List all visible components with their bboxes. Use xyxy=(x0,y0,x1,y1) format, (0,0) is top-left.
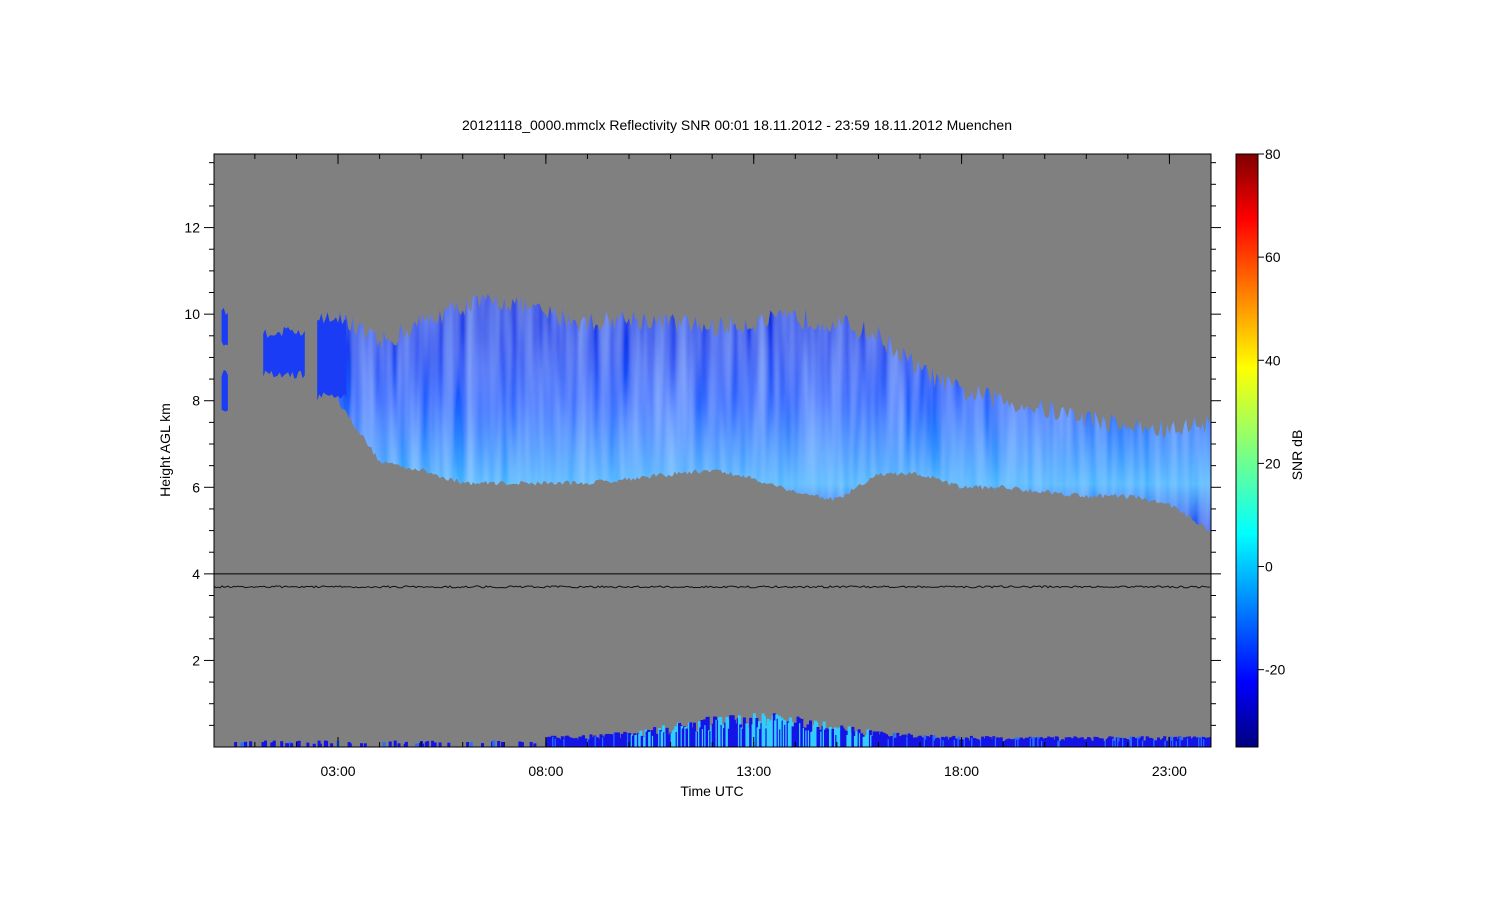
echo-speck xyxy=(297,740,301,747)
echo-speck xyxy=(447,742,451,747)
x-tick-label: 13:00 xyxy=(736,763,771,779)
colorbar xyxy=(1235,153,1259,748)
echo-speck xyxy=(421,743,425,747)
colorbar-tick-label: 20 xyxy=(1265,455,1281,471)
y-tick-label: 10 xyxy=(184,306,200,322)
echo-speck xyxy=(433,742,437,747)
y-tick-label: 6 xyxy=(192,479,200,495)
echo-speck xyxy=(520,742,524,747)
echo-speck xyxy=(397,743,401,747)
colorbar-tick-label: 40 xyxy=(1265,352,1281,368)
echo-speck xyxy=(261,742,265,747)
echo-speck xyxy=(431,740,435,747)
cloud-fragment xyxy=(221,370,228,412)
echo-speck xyxy=(290,743,294,747)
echo-speck xyxy=(497,741,501,747)
echo-speck xyxy=(363,743,367,747)
echo-speck xyxy=(404,741,408,747)
colorbar-tick-label: 60 xyxy=(1265,249,1281,265)
cloud-fragment xyxy=(263,326,305,379)
plot-area xyxy=(214,294,1211,747)
echo-speck xyxy=(360,743,363,747)
echo-speck xyxy=(306,742,310,747)
echo-speck xyxy=(348,743,352,747)
echo-speck xyxy=(533,743,537,747)
echo-speck xyxy=(249,741,253,747)
surface-echo xyxy=(234,713,1211,747)
echo-speck xyxy=(393,740,397,747)
echo-speck xyxy=(240,742,244,747)
y-tick-label: 4 xyxy=(192,566,200,582)
x-tick-label: 23:00 xyxy=(1152,763,1187,779)
x-axis-ticks: 03:00 08:00 13:00 18:00 23:00 xyxy=(254,154,1187,779)
colorbar-ticks: -20 0 20 40 60 80 xyxy=(1258,146,1285,678)
echo-speck xyxy=(466,742,470,747)
x-tick-label: 08:00 xyxy=(528,763,563,779)
echo-speck xyxy=(414,743,418,747)
y-axis-label: Height AGL km xyxy=(157,403,173,497)
x-axis-label: Time UTC xyxy=(680,783,743,799)
y-tick-label: 2 xyxy=(192,652,200,668)
echo-speck xyxy=(312,743,316,747)
echo-speck xyxy=(469,742,473,747)
colorbar-tick-label: 80 xyxy=(1265,146,1281,162)
echo-speck xyxy=(388,741,392,747)
colorbar-tick-label: 0 xyxy=(1265,559,1273,575)
echo-speck xyxy=(426,741,430,747)
echo-speck xyxy=(382,741,386,747)
echo-speck xyxy=(501,742,504,747)
echo-speck xyxy=(330,743,334,747)
echo-speck xyxy=(285,743,289,747)
colorbar-label: SNR dB xyxy=(1289,430,1305,481)
cloud-fragment xyxy=(317,312,347,401)
echo-speck xyxy=(234,742,238,747)
y-tick-label: 12 xyxy=(184,220,200,236)
y-axis-ticks: 2 4 6 8 10 12 xyxy=(184,162,1221,726)
chart-title: 20121118_0000.mmclx Reflectivity SNR 00:… xyxy=(462,117,1012,133)
echo-speck xyxy=(492,740,496,747)
colorbar-tick-label: -20 xyxy=(1265,662,1285,678)
x-tick-label: 18:00 xyxy=(944,763,979,779)
echo-speck xyxy=(481,743,484,747)
echo-speck xyxy=(325,740,329,747)
echo-speck xyxy=(318,743,322,747)
cloud-fragment xyxy=(221,307,228,346)
echo-speck xyxy=(280,741,284,747)
echo-speck xyxy=(1209,736,1211,747)
cloud-layer xyxy=(338,294,1211,532)
echo-speck xyxy=(438,742,442,747)
x-tick-label: 03:00 xyxy=(320,763,355,779)
echo-speck xyxy=(272,740,276,747)
echo-speck xyxy=(529,742,533,747)
noise-line xyxy=(214,585,1211,589)
echo-speck xyxy=(264,740,267,747)
y-tick-label: 8 xyxy=(192,393,200,409)
echo-speck xyxy=(244,741,248,747)
